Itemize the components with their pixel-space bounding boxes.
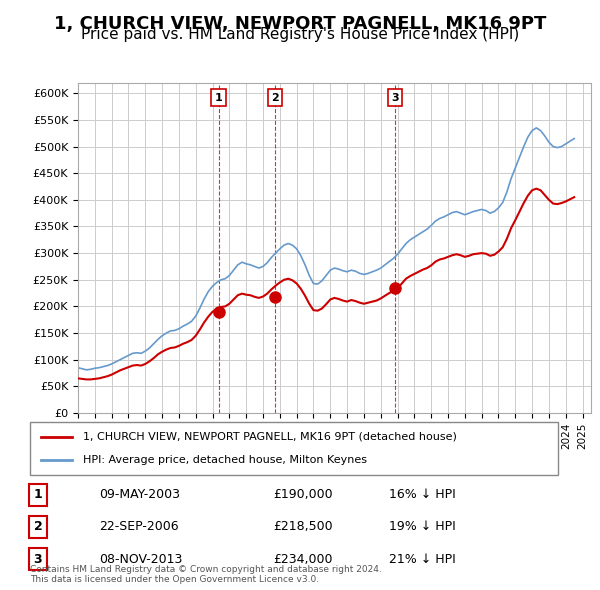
Text: 1, CHURCH VIEW, NEWPORT PAGNELL, MK16 9PT: 1, CHURCH VIEW, NEWPORT PAGNELL, MK16 9P… (54, 15, 546, 33)
FancyBboxPatch shape (30, 422, 558, 475)
Text: £190,000: £190,000 (273, 489, 332, 502)
Text: 08-NOV-2013: 08-NOV-2013 (98, 553, 182, 566)
Text: 19% ↓ HPI: 19% ↓ HPI (389, 520, 456, 533)
Text: 09-MAY-2003: 09-MAY-2003 (98, 489, 179, 502)
Text: 21% ↓ HPI: 21% ↓ HPI (389, 553, 456, 566)
Text: Contains HM Land Registry data © Crown copyright and database right 2024.
This d: Contains HM Land Registry data © Crown c… (30, 565, 382, 584)
Text: 1: 1 (215, 93, 223, 103)
Text: 1, CHURCH VIEW, NEWPORT PAGNELL, MK16 9PT (detached house): 1, CHURCH VIEW, NEWPORT PAGNELL, MK16 9P… (83, 432, 457, 442)
Text: 2: 2 (34, 520, 42, 533)
Text: 16% ↓ HPI: 16% ↓ HPI (389, 489, 456, 502)
Text: 22-SEP-2006: 22-SEP-2006 (98, 520, 178, 533)
Text: £234,000: £234,000 (273, 553, 332, 566)
Text: 3: 3 (34, 553, 42, 566)
Text: Price paid vs. HM Land Registry's House Price Index (HPI): Price paid vs. HM Land Registry's House … (81, 27, 519, 41)
Text: 2: 2 (271, 93, 279, 103)
Text: £218,500: £218,500 (273, 520, 332, 533)
Text: HPI: Average price, detached house, Milton Keynes: HPI: Average price, detached house, Milt… (83, 455, 367, 465)
Text: 1: 1 (34, 489, 42, 502)
Text: 3: 3 (391, 93, 399, 103)
